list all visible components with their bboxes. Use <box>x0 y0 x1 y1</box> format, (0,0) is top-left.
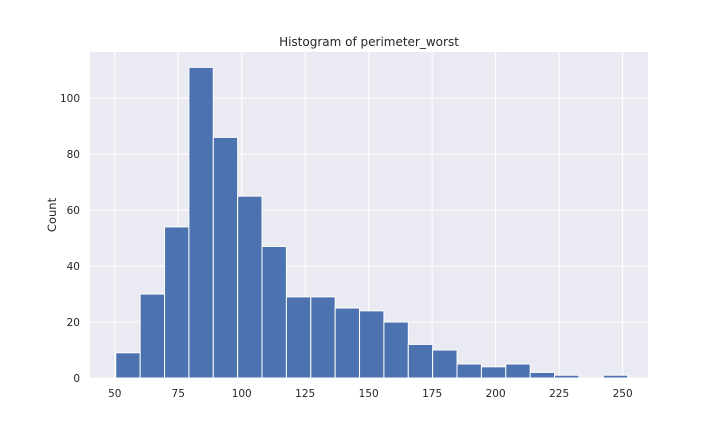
y-tick-label: 100 <box>60 93 80 105</box>
histogram-bar <box>383 321 409 379</box>
histogram-bar <box>529 371 556 379</box>
histogram-bar <box>139 293 166 379</box>
y-tick-label: 20 <box>67 317 80 329</box>
histogram-bar <box>334 307 361 379</box>
histogram-bar <box>480 366 507 379</box>
y-axis-ticks: 0 20 40 60 80 100 <box>60 93 80 385</box>
x-tick-label: 50 <box>108 388 121 400</box>
histogram-bar <box>188 66 214 379</box>
x-tick-label: 150 <box>359 388 379 400</box>
histogram-bar <box>554 374 580 379</box>
histogram-bar <box>407 343 434 379</box>
y-tick-label: 60 <box>67 205 80 217</box>
histogram-bar <box>456 363 482 379</box>
histogram-bar <box>602 374 629 379</box>
x-tick-label: 250 <box>613 388 633 400</box>
chart-title: Histogram of perimeter_worst <box>279 35 459 49</box>
histogram-bar <box>505 363 531 379</box>
y-axis-label: Count <box>45 197 59 232</box>
histogram-bar <box>359 310 385 379</box>
histogram-bar <box>310 296 336 379</box>
x-axis-ticks: 50 75 100 125 150 175 200 225 250 <box>108 388 633 400</box>
histogram-bar <box>261 245 287 379</box>
y-tick-label: 40 <box>67 261 80 273</box>
x-tick-label: 175 <box>422 388 442 400</box>
x-tick-label: 125 <box>295 388 315 400</box>
x-tick-label: 100 <box>232 388 252 400</box>
x-tick-label: 225 <box>549 388 569 400</box>
histogram-bar <box>237 195 263 379</box>
histogram-bar <box>115 352 141 379</box>
y-tick-label: 80 <box>67 149 80 161</box>
histogram-bar <box>164 226 190 379</box>
x-tick-label: 75 <box>172 388 185 400</box>
x-tick-label: 200 <box>486 388 506 400</box>
bars <box>115 66 629 379</box>
histogram-bar <box>212 136 239 379</box>
y-tick-label: 0 <box>73 373 80 385</box>
histogram-bar <box>432 349 458 379</box>
histogram-bar <box>285 296 312 379</box>
